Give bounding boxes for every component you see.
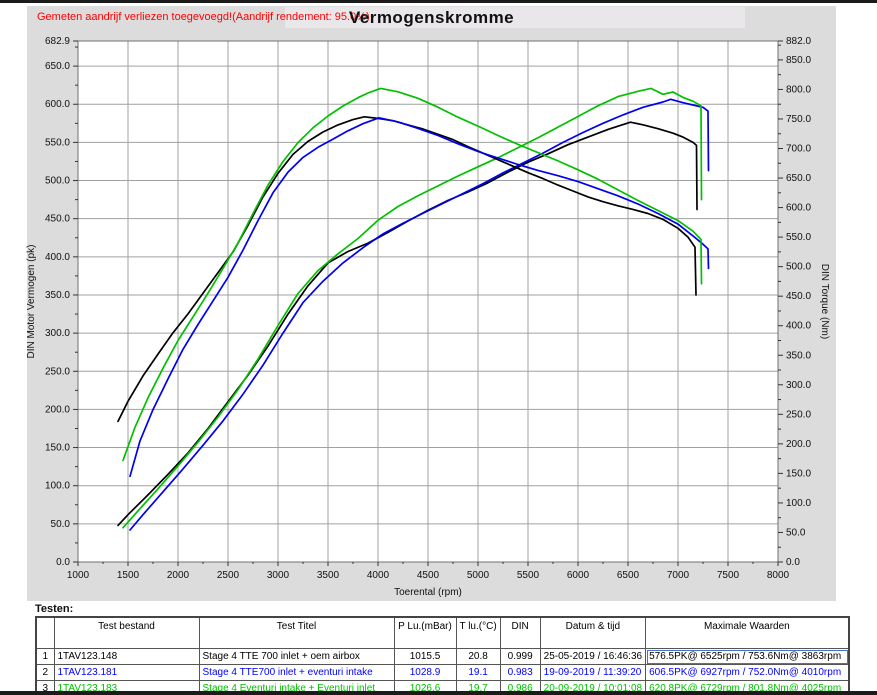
- svg-text:550.0: 550.0: [786, 232, 811, 243]
- svg-text:750.0: 750.0: [786, 114, 811, 125]
- cell-din[interactable]: 0.983: [499, 664, 541, 681]
- svg-text:3500: 3500: [317, 570, 340, 581]
- column-header-7: Maximale Waarden: [645, 616, 850, 649]
- svg-text:6500: 6500: [617, 570, 640, 581]
- table-row[interactable]: 2 1TAV123.181 Stage 4 TTE700 inlet + event…: [35, 664, 850, 681]
- cell-file[interactable]: 1TAV123.181: [53, 664, 200, 681]
- svg-text:600.0: 600.0: [786, 203, 811, 214]
- svg-text:400.0: 400.0: [45, 252, 70, 263]
- column-header-0: [35, 616, 55, 649]
- svg-text:7500: 7500: [717, 570, 740, 581]
- svg-text:50.0: 50.0: [51, 519, 71, 530]
- svg-text:650.0: 650.0: [786, 173, 811, 184]
- svg-text:6000: 6000: [567, 570, 590, 581]
- cell-p_lu[interactable]: 1028.9: [393, 664, 457, 681]
- svg-text:0.0: 0.0: [786, 557, 800, 568]
- svg-text:200.0: 200.0: [786, 439, 811, 450]
- svg-text:450.0: 450.0: [786, 291, 811, 302]
- svg-text:250.0: 250.0: [45, 366, 70, 377]
- svg-text:300.0: 300.0: [45, 328, 70, 339]
- svg-text:8000: 8000: [767, 570, 790, 581]
- svg-text:882.0: 882.0: [786, 36, 811, 47]
- svg-text:800.0: 800.0: [786, 84, 811, 95]
- svg-text:5500: 5500: [517, 570, 540, 581]
- svg-text:150.0: 150.0: [45, 443, 70, 454]
- y-axis-right: [778, 40, 783, 563]
- column-header-3: P Lu.(mBar): [393, 616, 457, 649]
- svg-text:100.0: 100.0: [786, 498, 811, 509]
- svg-text:250.0: 250.0: [786, 409, 811, 420]
- svg-text:1000: 1000: [67, 570, 90, 581]
- curve-power-green: [122, 87, 703, 529]
- svg-text:700.0: 700.0: [786, 144, 811, 155]
- svg-text:300.0: 300.0: [786, 380, 811, 391]
- column-header-2: Test Titel: [198, 616, 395, 649]
- curve-torque-blue: [129, 116, 710, 478]
- column-header-5: DIN: [499, 616, 541, 649]
- svg-text:0.0: 0.0: [56, 557, 70, 568]
- svg-text:400.0: 400.0: [786, 321, 811, 332]
- gridlines: [78, 41, 778, 562]
- svg-text:3000: 3000: [267, 570, 290, 581]
- y-right-title: DIN Torque (Nm): [819, 264, 830, 339]
- y-left-title: DIN Motor Vermogen (pk): [26, 245, 37, 359]
- top-border: [0, 0, 877, 3]
- curve-power-blue: [129, 98, 710, 531]
- cell-file[interactable]: 1TAV123.148: [53, 648, 200, 665]
- cell-num[interactable]: 1: [35, 648, 55, 665]
- svg-text:500.0: 500.0: [45, 176, 70, 187]
- x-axis: [77, 562, 779, 566]
- svg-text:7000: 7000: [667, 570, 690, 581]
- cell-datetime[interactable]: 19-09-2019 / 11:39:20: [539, 664, 647, 681]
- svg-text:50.0: 50.0: [786, 527, 806, 538]
- cell-max[interactable]: 576.5PK@ 6525rpm / 753.6Nm@ 3863rpm: [645, 648, 850, 665]
- tests-table: Test bestand Test Titel P Lu.(mBar) T lu.(°…: [35, 616, 850, 695]
- svg-text:2000: 2000: [167, 570, 190, 581]
- table-row[interactable]: 1 1TAV123.148 Stage 4 TTE 700 inlet + oem …: [35, 648, 850, 665]
- svg-text:682.9: 682.9: [45, 36, 70, 47]
- cell-p_lu[interactable]: 1015.5: [393, 648, 457, 665]
- tests-heading: Testen:: [35, 603, 74, 615]
- title-strip: [285, 7, 745, 28]
- cell-t_lu[interactable]: 20.8: [455, 648, 501, 665]
- svg-text:350.0: 350.0: [786, 350, 811, 361]
- svg-text:650.0: 650.0: [45, 61, 70, 72]
- cell-title[interactable]: Stage 4 TTE700 inlet + eventuri intake: [198, 664, 395, 681]
- cell-title[interactable]: Stage 4 TTE 700 inlet + oem airbox: [198, 648, 395, 665]
- table-header-row: Test bestand Test Titel P Lu.(mBar) T lu.(°…: [35, 616, 850, 649]
- svg-text:100.0: 100.0: [45, 481, 70, 492]
- curve-torque-green: [122, 87, 703, 462]
- svg-text:500.0: 500.0: [786, 262, 811, 273]
- chart-title: Vermogenskromme: [348, 8, 515, 27]
- cell-t_lu[interactable]: 19.1: [455, 664, 501, 681]
- column-header-4: T lu.(°C): [455, 616, 501, 649]
- svg-text:150.0: 150.0: [786, 468, 811, 479]
- svg-text:1500: 1500: [117, 570, 140, 581]
- svg-text:850.0: 850.0: [786, 55, 811, 66]
- svg-text:600.0: 600.0: [45, 99, 70, 110]
- bottom-border: [0, 691, 877, 695]
- cell-max[interactable]: 606.5PK@ 6927rpm / 752.0Nm@ 4010rpm: [645, 664, 850, 681]
- svg-text:200.0: 200.0: [45, 404, 70, 415]
- svg-text:350.0: 350.0: [45, 290, 70, 301]
- svg-text:4000: 4000: [367, 570, 390, 581]
- svg-text:4500: 4500: [417, 570, 440, 581]
- column-header-1: Test bestand: [53, 616, 200, 649]
- svg-text:450.0: 450.0: [45, 214, 70, 225]
- drivetrain-loss-annotation: Gemeten aandrijf verliezen toegevoegd!(A…: [37, 11, 370, 23]
- cell-datetime[interactable]: 25-05-2019 / 16:46:36: [539, 648, 647, 665]
- svg-text:2500: 2500: [217, 570, 240, 581]
- svg-text:550.0: 550.0: [45, 137, 70, 148]
- power-curve-chart: 1000 1500 2000 2500 3000 3500 4000 4500 5000 5500…: [26, 36, 830, 598]
- cell-num[interactable]: 2: [35, 664, 55, 681]
- column-header-6: Datum & tijd: [539, 616, 647, 649]
- cell-din[interactable]: 0.999: [499, 648, 541, 665]
- y-axis-left: [73, 40, 78, 563]
- x-axis-title: Toerental (rpm): [394, 587, 462, 598]
- svg-text:5000: 5000: [467, 570, 490, 581]
